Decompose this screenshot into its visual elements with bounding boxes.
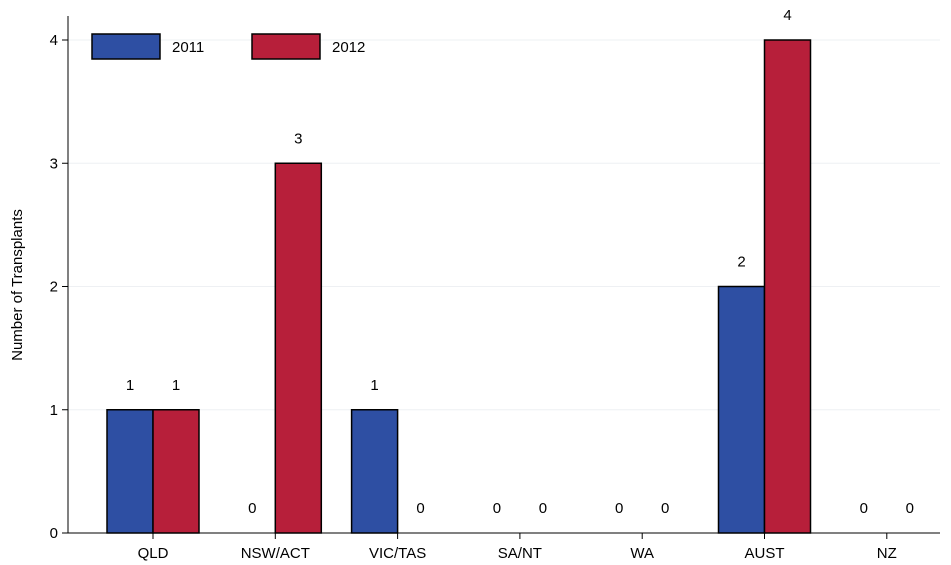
legend: 2011 2012 xyxy=(91,33,365,60)
legend-swatch-2012 xyxy=(251,33,321,60)
data-label: 0 xyxy=(248,500,256,517)
data-label: 3 xyxy=(294,130,302,147)
x-tick-label: NZ xyxy=(877,545,897,562)
y-tick-label: 2 xyxy=(50,279,58,296)
data-labels-group: 1 1 0 3 1 0 0 0 0 0 2 4 0 0 xyxy=(126,7,914,517)
bar-2011 xyxy=(106,409,154,534)
y-axis-title: Number of Transplants xyxy=(9,209,26,361)
legend-swatch-2011 xyxy=(91,33,161,60)
data-label: 0 xyxy=(539,500,547,517)
data-label: 1 xyxy=(126,377,134,394)
x-tick-label: VIC/TAS xyxy=(369,545,426,562)
bar-2011 xyxy=(717,285,766,534)
legend-label: 2011 xyxy=(172,39,204,56)
x-tick-label: NSW/ACT xyxy=(241,545,310,562)
data-label: 4 xyxy=(783,7,791,24)
data-label: 0 xyxy=(493,500,501,517)
x-tick-label: QLD xyxy=(138,545,169,562)
data-label: 0 xyxy=(860,500,868,517)
y-tick-label: 1 xyxy=(50,402,58,419)
x-tick-label: WA xyxy=(630,545,654,562)
y-tick-label: 3 xyxy=(50,155,58,172)
legend-label: 2012 xyxy=(332,39,365,56)
data-label: 0 xyxy=(906,500,914,517)
data-label: 0 xyxy=(661,500,669,517)
bar-2012 xyxy=(274,162,323,534)
bar-2012 xyxy=(763,39,812,534)
bars-group xyxy=(106,39,812,534)
data-label: 1 xyxy=(370,377,378,394)
bar-2012 xyxy=(152,409,200,534)
data-label: 1 xyxy=(172,377,180,394)
data-label: 2 xyxy=(737,254,745,271)
x-tick-label: SA/NT xyxy=(498,545,542,562)
bar-2011 xyxy=(350,409,399,534)
y-tick-label: 4 xyxy=(50,32,58,49)
data-label: 0 xyxy=(416,500,424,517)
y-tick-label: 0 xyxy=(50,525,58,542)
axes-group: 0 1 2 3 4 QLD NSW/ACT VIC/TAS SA/NT WA AUST NZ xyxy=(50,16,940,562)
x-tick-label: AUST xyxy=(744,545,784,562)
data-label: 0 xyxy=(615,500,623,517)
